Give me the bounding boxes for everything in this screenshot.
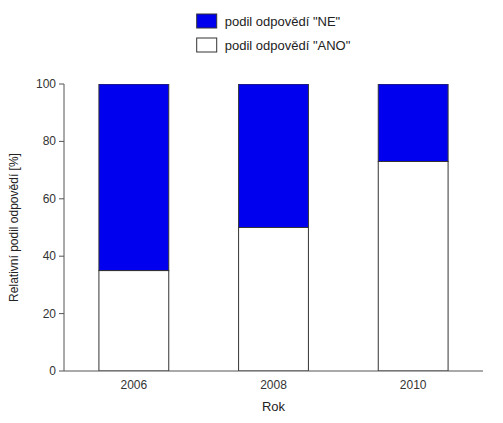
x-tick-label: 2008 xyxy=(260,378,287,392)
legend-label: podil odpovědí "NE" xyxy=(225,14,341,29)
bar xyxy=(239,84,309,228)
y-tick xyxy=(59,198,64,199)
bars xyxy=(99,84,448,371)
chart-container: 0 20 40 60 80 100 2006 2008 2010 Rok Relativní pod… xyxy=(0,0,503,423)
x-tick-label: 2010 xyxy=(400,378,427,392)
bar xyxy=(99,271,169,371)
bar xyxy=(239,228,309,372)
legend: podil odpovědí "NE" podil odpovědí "ANO" xyxy=(197,14,351,53)
bar xyxy=(378,161,448,371)
y-tick-label: 80 xyxy=(43,134,57,148)
legend-swatch xyxy=(197,38,217,52)
bar xyxy=(378,84,448,161)
y-tick-label: 0 xyxy=(49,364,56,378)
x-axis-line xyxy=(64,371,483,372)
y-tick-label: 20 xyxy=(43,307,57,321)
bar xyxy=(99,84,169,271)
y-tick-label: 60 xyxy=(43,192,57,206)
chart: 0 20 40 60 80 100 2006 2008 2010 Rok Relativní pod… xyxy=(0,0,503,423)
y-tick-label: 40 xyxy=(43,249,57,263)
y-tick xyxy=(59,371,64,372)
y-tick xyxy=(59,313,64,314)
x-axis-label: Rok xyxy=(262,399,286,414)
axes: 0 20 40 60 80 100 2006 2008 2010 xyxy=(36,77,483,392)
y-axis-label: Relativní podil odpovědí [%] xyxy=(7,153,21,302)
y-axis-line xyxy=(64,84,65,371)
y-tick xyxy=(59,141,64,142)
legend-swatch xyxy=(197,14,217,28)
y-tick xyxy=(59,256,64,257)
y-tick xyxy=(59,84,64,85)
legend-label: podil odpovědí "ANO" xyxy=(225,38,351,53)
y-tick-label: 100 xyxy=(36,77,56,91)
x-tick-label: 2006 xyxy=(120,378,147,392)
